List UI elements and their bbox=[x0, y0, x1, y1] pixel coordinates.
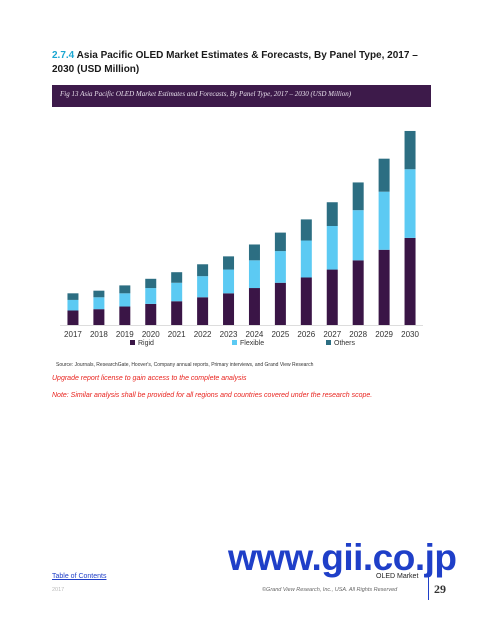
bar-others-2028 bbox=[352, 182, 364, 211]
x-tick-label: 2020 bbox=[142, 330, 160, 339]
x-tick-label: 2027 bbox=[323, 330, 341, 339]
x-tick-label: 2029 bbox=[375, 330, 393, 339]
bar-rigid-2018 bbox=[93, 309, 105, 325]
bar-flexible-2021 bbox=[171, 282, 183, 302]
x-tick-label: 2024 bbox=[246, 330, 264, 339]
bar-rigid-2021 bbox=[171, 301, 183, 325]
bar-rigid-2024 bbox=[248, 288, 260, 325]
bar-others-2025 bbox=[274, 232, 286, 252]
upgrade-message: Upgrade report license to gain access to… bbox=[52, 375, 247, 382]
copyright-notice: ©Grand View Research, Inc., USA. All Rig… bbox=[262, 587, 398, 593]
source-note: Source: Journals, ResearchGate, Hoover's… bbox=[56, 362, 314, 368]
x-tick-label: 2022 bbox=[194, 330, 212, 339]
bar-flexible-2027 bbox=[326, 226, 338, 270]
bar-others-2030 bbox=[404, 130, 416, 170]
bar-rigid-2025 bbox=[274, 282, 286, 325]
table-of-contents-link[interactable]: Table of Contents bbox=[52, 573, 107, 580]
bar-others-2018 bbox=[93, 290, 105, 298]
section-number: 2.7.4 bbox=[52, 50, 75, 61]
bar-flexible-2028 bbox=[352, 210, 364, 261]
bar-flexible-2025 bbox=[274, 251, 286, 283]
x-tick-label: 2019 bbox=[116, 330, 134, 339]
bar-rigid-2028 bbox=[352, 260, 364, 325]
bar-rigid-2023 bbox=[223, 293, 235, 325]
bar-rigid-2027 bbox=[326, 269, 338, 325]
x-tick-label: 2023 bbox=[220, 330, 238, 339]
bar-flexible-2017 bbox=[67, 299, 79, 311]
x-tick-label: 2021 bbox=[168, 330, 186, 339]
report-name: OLED Market bbox=[376, 573, 419, 580]
legend-label-others: Others bbox=[334, 340, 356, 347]
bar-rigid-2029 bbox=[378, 249, 390, 325]
bar-others-2026 bbox=[300, 219, 312, 241]
x-tick-label: 2025 bbox=[271, 330, 289, 339]
legend-swatch-others bbox=[326, 340, 331, 345]
watermark-url: www.gii.co.jp bbox=[228, 537, 457, 578]
figure-caption-bar: Fig 13 Asia Pacific OLED Market Estimate… bbox=[52, 85, 431, 107]
figure-caption: Fig 13 Asia Pacific OLED Market Estimate… bbox=[60, 90, 352, 98]
bar-others-2027 bbox=[326, 202, 338, 226]
bar-rigid-2019 bbox=[119, 306, 131, 325]
footer-divider bbox=[428, 574, 429, 600]
bar-flexible-2030 bbox=[404, 169, 416, 238]
bar-flexible-2022 bbox=[197, 276, 209, 298]
legend-label-rigid: Rigid bbox=[138, 340, 154, 347]
stacked-bar-chart: 2017 2018 2019 2020 2021 2022 2023 2024 2025 2026… bbox=[60, 130, 423, 347]
page-number: 29 bbox=[434, 582, 446, 596]
legend-label-flexible: Flexible bbox=[240, 340, 264, 347]
x-tick-label: 2030 bbox=[401, 330, 419, 339]
legend-swatch-flexible bbox=[232, 340, 237, 345]
scope-note: Note: Similar analysis shall be provided… bbox=[52, 392, 373, 399]
bar-flexible-2026 bbox=[300, 240, 312, 278]
bar-rigid-2017 bbox=[67, 310, 79, 325]
bar-rigid-2026 bbox=[300, 277, 312, 325]
section-title: Asia Pacific OLED Market Estimates & For… bbox=[52, 50, 418, 75]
bar-rigid-2022 bbox=[197, 297, 209, 325]
bar-flexible-2018 bbox=[93, 297, 105, 310]
bar-rigid-2020 bbox=[145, 303, 157, 325]
bar-others-2024 bbox=[248, 244, 260, 261]
bar-others-2019 bbox=[119, 285, 131, 294]
bar-others-2023 bbox=[223, 256, 235, 270]
x-tick-label: 2017 bbox=[64, 330, 82, 339]
bar-flexible-2024 bbox=[248, 260, 260, 289]
x-tick-label: 2026 bbox=[297, 330, 315, 339]
x-tick-label: 2028 bbox=[349, 330, 367, 339]
bar-rigid-2030 bbox=[404, 237, 416, 325]
footer-tag: 2017 bbox=[52, 587, 65, 593]
bar-others-2022 bbox=[197, 264, 209, 277]
chart-container: 2017 2018 2019 2020 2021 2022 2023 2024 2025 2026… bbox=[52, 107, 431, 357]
bar-others-2029 bbox=[378, 158, 390, 192]
bar-flexible-2023 bbox=[223, 269, 235, 294]
bar-flexible-2019 bbox=[119, 293, 131, 307]
legend-swatch-rigid bbox=[130, 340, 135, 345]
bar-flexible-2020 bbox=[145, 288, 157, 304]
bar-flexible-2029 bbox=[378, 191, 390, 250]
bar-others-2021 bbox=[171, 272, 183, 283]
section-heading: 2.7.4 Asia Pacific OLED Market Estimates… bbox=[52, 49, 432, 77]
bar-others-2017 bbox=[67, 293, 79, 300]
x-tick-label: 2018 bbox=[90, 330, 108, 339]
bar-others-2020 bbox=[145, 278, 157, 289]
